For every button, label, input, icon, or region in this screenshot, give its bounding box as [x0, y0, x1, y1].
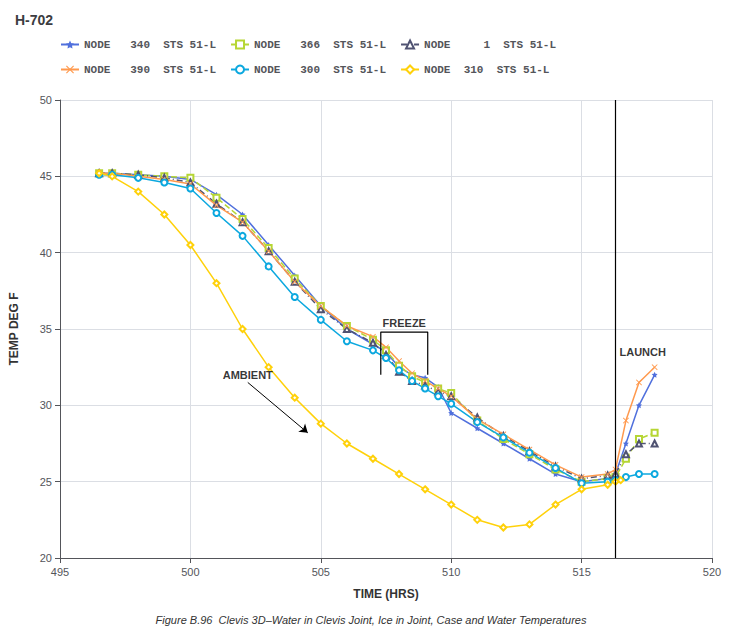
svg-text:NODE 300 STS 51-L: NODE 300 STS 51-L: [254, 64, 386, 76]
svg-text:NODE 310 STS 51-L: NODE 310 STS 51-L: [424, 64, 550, 76]
svg-text:TEMP DEG F: TEMP DEG F: [7, 292, 21, 365]
svg-text:FREEZE: FREEZE: [383, 317, 426, 329]
svg-text:NODE 366 STS 51-L: NODE 366 STS 51-L: [254, 39, 386, 51]
svg-text:510: 510: [442, 566, 460, 578]
svg-text:LAUNCH: LAUNCH: [620, 346, 666, 358]
svg-text:515: 515: [572, 566, 590, 578]
svg-text:40: 40: [40, 247, 52, 259]
svg-text:35: 35: [40, 323, 52, 335]
svg-text:NODE 390 STS 51-L: NODE 390 STS 51-L: [84, 64, 216, 76]
svg-text:520: 520: [703, 566, 721, 578]
svg-text:20: 20: [40, 552, 52, 564]
svg-text:30: 30: [40, 399, 52, 411]
svg-text:50: 50: [40, 94, 52, 106]
svg-text:NODE 340 STS 51-L: NODE 340 STS 51-L: [84, 39, 216, 51]
svg-text:Figure B.96 Clevis 3D–Water i: Figure B.96 Clevis 3D–Water in Clevis Jo…: [156, 614, 587, 626]
svg-text:NODE 1 STS 51-L: NODE 1 STS 51-L: [424, 39, 556, 51]
svg-text:H-702: H-702: [15, 12, 53, 28]
svg-text:495: 495: [51, 566, 69, 578]
svg-text:500: 500: [181, 566, 199, 578]
svg-text:TIME (HRS): TIME (HRS): [353, 587, 418, 601]
svg-text:505: 505: [312, 566, 330, 578]
svg-text:25: 25: [40, 476, 52, 488]
svg-text:45: 45: [40, 170, 52, 182]
svg-text:AMBIENT: AMBIENT: [223, 369, 273, 381]
